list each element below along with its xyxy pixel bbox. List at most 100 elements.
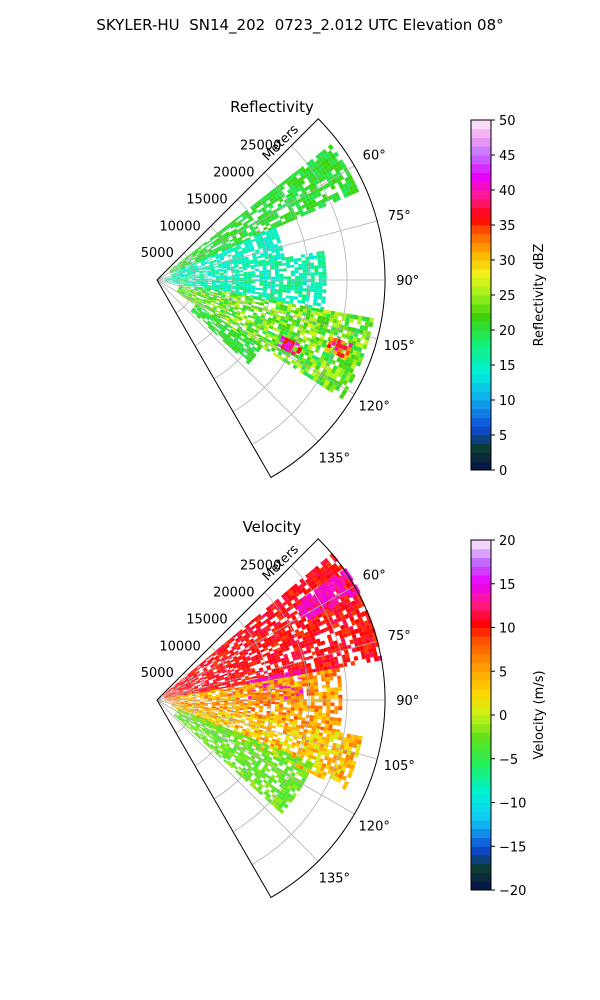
- radar-cell: [271, 694, 276, 697]
- radar-cell: [172, 282, 177, 284]
- radar-cell: [178, 286, 183, 288]
- radar-cell: [317, 761, 323, 767]
- radar-cell: [269, 213, 275, 219]
- azimuth-tick-label: 120°: [359, 399, 390, 414]
- azimuth-tick-label: 90°: [396, 274, 419, 289]
- radar-cell: [311, 639, 317, 645]
- radar-cell: [321, 149, 328, 155]
- radar-cell: [196, 696, 201, 698]
- radar-cell: [273, 212, 279, 217]
- radar-cell: [244, 663, 250, 667]
- radar-cell: [337, 582, 344, 589]
- radar-cell: [294, 284, 299, 288]
- radar-cell: [163, 694, 168, 697]
- radar-cell: [178, 715, 183, 718]
- radar-cell: [259, 692, 264, 695]
- radar-cell: [194, 719, 199, 722]
- radar-cell: [266, 684, 271, 688]
- radar-cell: [225, 239, 230, 243]
- radar-cell: [178, 287, 183, 289]
- radar-cell: [205, 291, 210, 294]
- radar-cell: [228, 649, 234, 654]
- radar-cell: [214, 649, 219, 654]
- radar-cell: [219, 286, 224, 288]
- radar-cell: [259, 690, 264, 693]
- radar-cell: [187, 704, 192, 706]
- radar-cell: [307, 169, 313, 176]
- radar-cell: [324, 740, 330, 746]
- radar-cell: [286, 753, 292, 758]
- radar-cell: [246, 714, 251, 718]
- radar-cell: [294, 713, 299, 717]
- radar-cell: [324, 152, 330, 159]
- radar-cell: [318, 746, 324, 752]
- radar-cell: [322, 383, 328, 389]
- radar-cell: [216, 659, 221, 663]
- radar-cell: [294, 628, 300, 634]
- radar-cell: [280, 672, 285, 676]
- radar-cell: [285, 787, 291, 793]
- radar-cell: [255, 625, 261, 630]
- radar-cell: [243, 337, 249, 342]
- radar-cell: [217, 306, 222, 309]
- radar-cell: [278, 603, 284, 609]
- radar-cell: [274, 223, 280, 228]
- radar-cell: [194, 720, 199, 723]
- radar-cell: [341, 333, 347, 339]
- radar-cell: [295, 211, 300, 216]
- radar-cell: [189, 255, 193, 259]
- radar-cell: [167, 694, 172, 697]
- radar-cell: [338, 312, 343, 317]
- radar-cell: [290, 704, 295, 708]
- radar-cell: [279, 318, 285, 323]
- radar-cell: [316, 753, 322, 759]
- radar-cell: [314, 188, 320, 194]
- radar-cell: [242, 710, 247, 713]
- radar-cell: [318, 732, 324, 737]
- radar-cell: [176, 282, 181, 284]
- radar-cell: [191, 724, 195, 728]
- radar-cell: [271, 749, 277, 754]
- radar-cell: [209, 663, 214, 667]
- radar-cell: [179, 284, 184, 287]
- radar-cell: [195, 670, 200, 674]
- radar-cell: [172, 698, 177, 699]
- radar-cell: [200, 310, 205, 314]
- radar-cell: [289, 681, 295, 686]
- radar-cell: [243, 744, 248, 748]
- radar-cell: [204, 696, 208, 698]
- radar-cell: [192, 262, 197, 265]
- radar-cell: [187, 673, 192, 677]
- radar-cell: [285, 218, 291, 224]
- radar-cell: [217, 234, 222, 238]
- radar-cell: [215, 704, 220, 707]
- radar-cell: [235, 348, 240, 353]
- radar-cell: [223, 269, 228, 272]
- radar-cell: [264, 618, 270, 623]
- radar-cell: [208, 726, 213, 730]
- radar-cell: [278, 190, 284, 196]
- radar-cell: [315, 745, 320, 751]
- radar-cell: [242, 229, 247, 234]
- radar-cell: [239, 348, 245, 354]
- radar-cell: [214, 656, 219, 661]
- radar-cell: [219, 691, 224, 693]
- radar-cell: [218, 254, 224, 257]
- radar-cell: [263, 238, 269, 243]
- radar-cell: [309, 204, 315, 209]
- radar-cell: [266, 710, 271, 714]
- radar-cell: [290, 284, 295, 288]
- radar-cell: [291, 696, 295, 700]
- radar-cell: [220, 667, 226, 671]
- radar-cell: [249, 225, 254, 230]
- radar-cell: [184, 695, 189, 697]
- radar-cell: [314, 768, 320, 774]
- radar-cell: [254, 763, 260, 768]
- radar-cell: [250, 264, 255, 268]
- radar-cell: [277, 202, 283, 208]
- radar-cell: [222, 712, 227, 716]
- radar-cell: [343, 649, 349, 655]
- radar-cell: [304, 367, 310, 373]
- radar-cell: [282, 287, 287, 290]
- radar-cell: [241, 353, 246, 358]
